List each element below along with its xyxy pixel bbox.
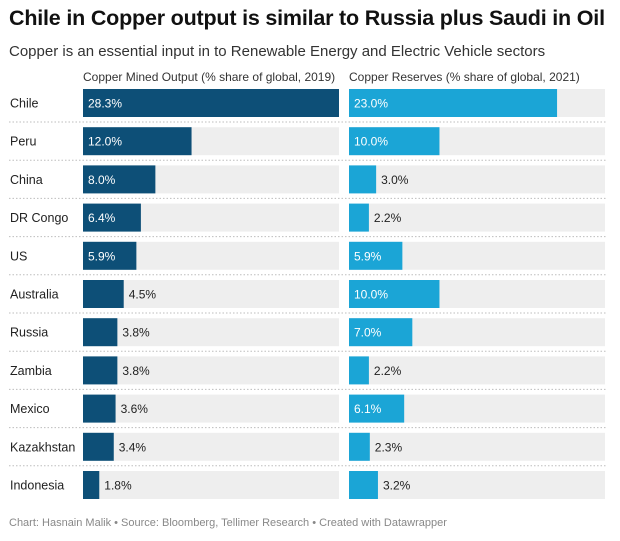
output-bar-dr-congo (83, 203, 141, 232)
reserves-bar-chile (349, 89, 558, 117)
output-track-zambia (83, 356, 339, 385)
reserves-value-label-zambia: 2.2% (374, 364, 402, 378)
output-value-label-china: 8.0% (88, 173, 116, 187)
output-value-label-peru: 12.0% (88, 135, 122, 149)
output-bar-china (83, 165, 156, 194)
output-bar-zambia (83, 356, 118, 385)
output-bar-australia (83, 280, 124, 308)
output-value-label-zambia: 3.8% (122, 364, 150, 378)
output-value-label-dr-congo: 6.4% (88, 211, 116, 225)
reserves-value-label-australia: 10.0% (354, 288, 388, 302)
reserves-bar-indonesia (349, 471, 378, 499)
output-track-kazakhstan (83, 432, 339, 461)
reserves-track-zambia (349, 356, 605, 385)
category-label-chile: Chile (10, 97, 39, 111)
output-panel-header: Copper Mined Output (% share of global, … (83, 70, 336, 84)
reserves-bar-zambia (349, 356, 369, 385)
category-label-australia: Australia (10, 288, 59, 302)
reserves-value-label-indonesia: 3.2% (383, 479, 411, 493)
reserves-track-kazakhstan (349, 432, 605, 461)
reserves-value-label-us: 5.9% (354, 249, 382, 263)
reserves-value-label-mexico: 6.1% (354, 402, 382, 416)
reserves-value-label-dr-congo: 2.2% (374, 211, 402, 225)
chart-footer: Chart: Hasnain Malik • Source: Bloomberg… (9, 517, 447, 529)
reserves-value-label-china: 3.0% (381, 173, 409, 187)
output-track-indonesia (83, 471, 339, 499)
reserves-track-china (349, 165, 605, 194)
category-label-indonesia: Indonesia (10, 479, 64, 493)
reserves-bar-peru (349, 127, 440, 156)
reserves-bar-us (349, 241, 403, 270)
output-value-label-mexico: 3.6% (121, 402, 149, 416)
output-bar-indonesia (83, 471, 100, 499)
category-label-russia: Russia (10, 326, 48, 340)
reserves-value-label-kazakhstan: 2.3% (375, 440, 403, 454)
output-value-label-indonesia: 1.8% (104, 479, 132, 493)
output-bar-russia (83, 318, 118, 347)
category-label-zambia: Zambia (10, 364, 52, 378)
output-bar-kazakhstan (83, 432, 114, 461)
output-bar-mexico (83, 394, 116, 423)
reserves-bar-mexico (349, 394, 405, 423)
output-value-label-kazakhstan: 3.4% (119, 440, 147, 454)
output-track-australia (83, 280, 339, 308)
output-bar-chile (83, 89, 339, 117)
reserves-bar-australia (349, 280, 440, 308)
category-label-dr-congo: DR Congo (10, 211, 68, 225)
output-bar-peru (83, 127, 192, 156)
reserves-panel-header: Copper Reserves (% share of global, 2021… (349, 70, 580, 84)
output-value-label-chile: 28.3% (88, 97, 122, 111)
reserves-bar-dr-congo (349, 203, 369, 232)
reserves-bar-russia (349, 318, 413, 347)
reserves-value-label-russia: 7.0% (354, 326, 382, 340)
category-label-china: China (10, 173, 43, 187)
chart-subtitle: Copper is an essential input in to Renew… (9, 43, 546, 60)
output-track-russia (83, 318, 339, 347)
output-track-mexico (83, 394, 339, 423)
category-label-us: US (10, 249, 27, 263)
output-value-label-us: 5.9% (88, 249, 116, 263)
reserves-bar-kazakhstan (349, 432, 370, 461)
reserves-value-label-peru: 10.0% (354, 135, 388, 149)
reserves-bar-china (349, 165, 377, 194)
output-value-label-australia: 4.5% (129, 288, 157, 302)
reserves-track-dr-congo (349, 203, 605, 232)
output-value-label-russia: 3.8% (122, 326, 150, 340)
category-label-peru: Peru (10, 135, 36, 149)
output-bar-us (83, 241, 137, 270)
category-label-kazakhstan: Kazakhstan (10, 440, 75, 454)
category-label-mexico: Mexico (10, 402, 50, 416)
chart-title: Chile in Copper output is similar to Rus… (9, 6, 605, 30)
reserves-track-indonesia (349, 471, 605, 499)
reserves-value-label-chile: 23.0% (354, 97, 388, 111)
